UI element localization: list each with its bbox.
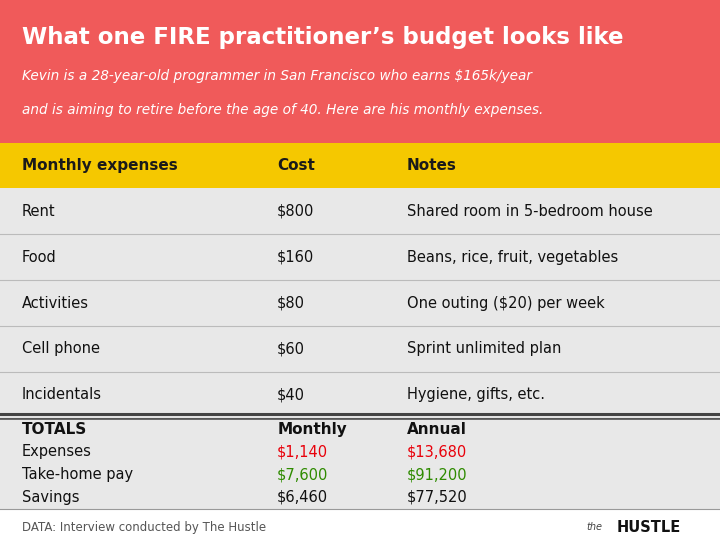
Text: $91,200: $91,200 bbox=[407, 467, 467, 482]
Bar bbox=[0, 509, 720, 546]
Text: Activities: Activities bbox=[22, 295, 89, 311]
Text: Food: Food bbox=[22, 250, 56, 265]
Bar bbox=[0, 188, 720, 418]
Text: Rent: Rent bbox=[22, 204, 55, 219]
Text: Shared room in 5-bedroom house: Shared room in 5-bedroom house bbox=[407, 204, 652, 219]
Text: $800: $800 bbox=[277, 204, 315, 219]
Text: Incidentals: Incidentals bbox=[22, 387, 102, 402]
Text: $60: $60 bbox=[277, 341, 305, 357]
Text: $13,680: $13,680 bbox=[407, 444, 467, 459]
Text: Cell phone: Cell phone bbox=[22, 341, 99, 357]
Text: Sprint unlimited plan: Sprint unlimited plan bbox=[407, 341, 561, 357]
Text: DATA: Interview conducted by The Hustle: DATA: Interview conducted by The Hustle bbox=[22, 521, 266, 534]
Text: Monthly expenses: Monthly expenses bbox=[22, 158, 177, 173]
Bar bbox=[0, 143, 720, 188]
Text: $1,140: $1,140 bbox=[277, 444, 328, 459]
Text: Kevin is a 28-year-old programmer in San Francisco who earns $165k/year: Kevin is a 28-year-old programmer in San… bbox=[22, 69, 531, 82]
Text: the: the bbox=[587, 523, 603, 532]
Text: and is aiming to retire before the age of 40. Here are his monthly expenses.: and is aiming to retire before the age o… bbox=[22, 103, 543, 117]
Text: Notes: Notes bbox=[407, 158, 456, 173]
Text: $77,520: $77,520 bbox=[407, 490, 467, 505]
Text: TOTALS: TOTALS bbox=[22, 422, 87, 437]
Text: $40: $40 bbox=[277, 387, 305, 402]
Text: $160: $160 bbox=[277, 250, 315, 265]
Text: What one FIRE practitioner’s budget looks like: What one FIRE practitioner’s budget look… bbox=[22, 26, 623, 49]
Text: Expenses: Expenses bbox=[22, 444, 91, 459]
Text: $80: $80 bbox=[277, 295, 305, 311]
Text: Take-home pay: Take-home pay bbox=[22, 467, 132, 482]
Text: Beans, rice, fruit, vegetables: Beans, rice, fruit, vegetables bbox=[407, 250, 618, 265]
Bar bbox=[0, 418, 720, 509]
Text: Monthly: Monthly bbox=[277, 422, 347, 437]
Text: $6,460: $6,460 bbox=[277, 490, 328, 505]
Text: HUSTLE: HUSTLE bbox=[616, 520, 680, 535]
Text: Cost: Cost bbox=[277, 158, 315, 173]
Text: Savings: Savings bbox=[22, 490, 79, 505]
Text: One outing ($20) per week: One outing ($20) per week bbox=[407, 295, 605, 311]
Text: Annual: Annual bbox=[407, 422, 467, 437]
Text: Hygiene, gifts, etc.: Hygiene, gifts, etc. bbox=[407, 387, 545, 402]
Text: $7,600: $7,600 bbox=[277, 467, 328, 482]
Bar bbox=[0, 0, 720, 143]
